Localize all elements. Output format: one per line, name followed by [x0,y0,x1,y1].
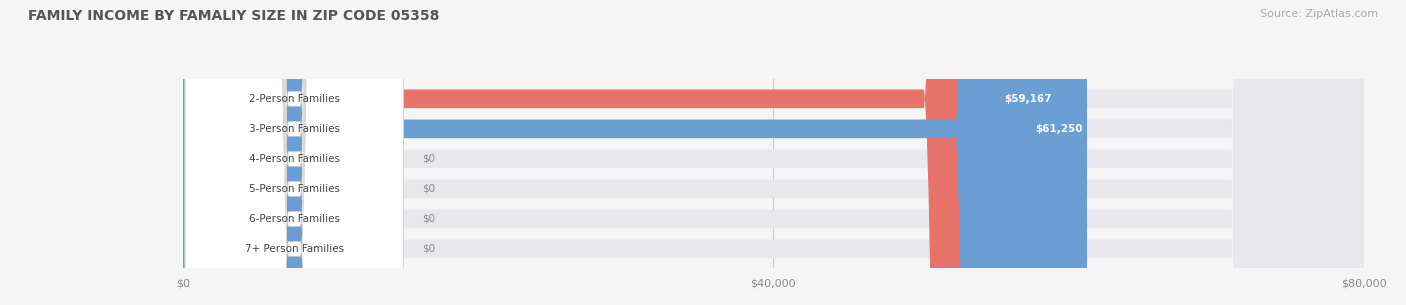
Text: 2-Person Families: 2-Person Families [249,94,340,104]
Text: $61,250: $61,250 [1035,124,1083,134]
Text: 6-Person Families: 6-Person Families [249,214,340,224]
Text: 5-Person Families: 5-Person Families [249,184,340,194]
FancyBboxPatch shape [186,0,404,305]
FancyBboxPatch shape [186,0,404,305]
FancyBboxPatch shape [183,0,1364,305]
Text: $0: $0 [423,154,436,164]
Text: $0: $0 [423,184,436,194]
FancyBboxPatch shape [183,0,1364,305]
FancyBboxPatch shape [183,0,1364,305]
FancyBboxPatch shape [183,0,1056,305]
Text: 3-Person Families: 3-Person Families [249,124,340,134]
Text: FAMILY INCOME BY FAMALIY SIZE IN ZIP CODE 05358: FAMILY INCOME BY FAMALIY SIZE IN ZIP COD… [28,9,440,23]
FancyBboxPatch shape [186,0,404,305]
Text: 7+ Person Families: 7+ Person Families [245,244,344,254]
Text: $0: $0 [423,214,436,224]
FancyBboxPatch shape [183,0,1364,305]
FancyBboxPatch shape [183,0,1087,305]
FancyBboxPatch shape [186,0,404,305]
FancyBboxPatch shape [186,0,404,305]
FancyBboxPatch shape [183,0,1364,305]
Text: $59,167: $59,167 [1004,94,1052,104]
Text: $0: $0 [423,244,436,254]
FancyBboxPatch shape [186,0,404,305]
Text: Source: ZipAtlas.com: Source: ZipAtlas.com [1260,9,1378,19]
Text: 4-Person Families: 4-Person Families [249,154,340,164]
FancyBboxPatch shape [183,0,1364,305]
